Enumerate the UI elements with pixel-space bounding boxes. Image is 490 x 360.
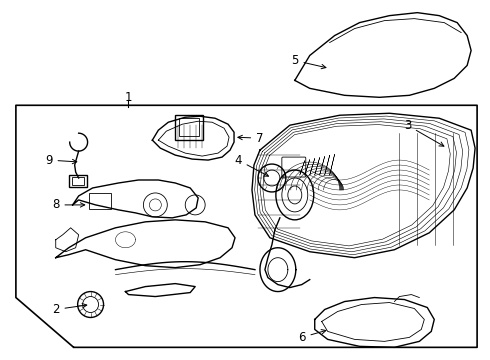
Text: 2: 2 [52, 303, 87, 316]
Text: 7: 7 [238, 132, 264, 145]
Text: 3: 3 [404, 119, 444, 146]
Bar [89, 193, 111, 209]
Text: 8: 8 [52, 198, 85, 211]
Text: 4: 4 [234, 154, 269, 176]
Text: 1: 1 [124, 91, 132, 104]
Text: 6: 6 [298, 329, 326, 344]
Text: 5: 5 [291, 54, 326, 69]
Text: 9: 9 [45, 154, 77, 167]
